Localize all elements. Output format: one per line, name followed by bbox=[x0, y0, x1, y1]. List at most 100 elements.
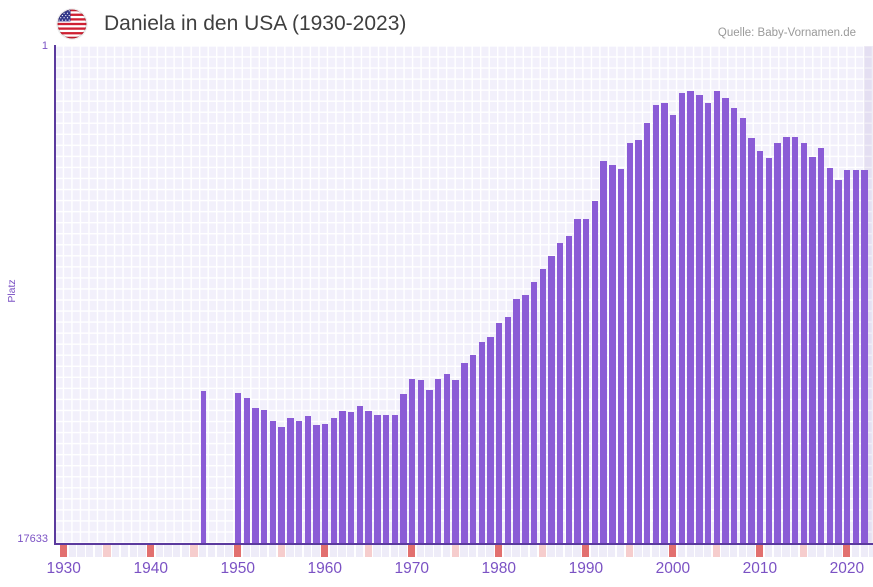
bar[interactable] bbox=[478, 342, 485, 543]
chart-title: Daniela in den USA (1930-2023) bbox=[104, 12, 407, 35]
bar[interactable] bbox=[400, 394, 407, 543]
x-tick-cell bbox=[347, 545, 355, 557]
x-tick-cell bbox=[460, 545, 468, 557]
x-tick-cell bbox=[242, 545, 250, 557]
bar[interactable] bbox=[504, 317, 512, 543]
bar[interactable] bbox=[835, 180, 842, 543]
x-tick-cell bbox=[68, 545, 76, 557]
bar[interactable] bbox=[374, 415, 381, 543]
bar[interactable] bbox=[496, 323, 503, 543]
bar[interactable] bbox=[617, 169, 625, 543]
x-tick-cell bbox=[181, 545, 190, 557]
bar[interactable] bbox=[809, 157, 816, 543]
bar[interactable] bbox=[417, 380, 425, 543]
bar[interactable] bbox=[861, 170, 868, 543]
no-data-shaded-region bbox=[864, 46, 873, 543]
bar[interactable] bbox=[469, 355, 477, 543]
bar[interactable] bbox=[304, 416, 311, 543]
bar[interactable] bbox=[730, 108, 738, 543]
x-tick-cell bbox=[608, 545, 616, 557]
bar[interactable] bbox=[435, 379, 442, 543]
bar[interactable] bbox=[487, 337, 494, 543]
bar[interactable] bbox=[426, 390, 433, 543]
bar[interactable] bbox=[565, 236, 573, 543]
x-axis-tick-label: 2020 bbox=[829, 560, 865, 577]
bar[interactable] bbox=[600, 161, 607, 543]
bar[interactable] bbox=[243, 398, 251, 543]
bar[interactable] bbox=[234, 393, 242, 543]
bar[interactable] bbox=[635, 140, 642, 543]
bar[interactable] bbox=[783, 137, 790, 543]
bar[interactable] bbox=[539, 269, 546, 543]
x-tick-major bbox=[233, 545, 242, 557]
bar[interactable] bbox=[287, 418, 294, 543]
bar[interactable] bbox=[678, 93, 686, 543]
bar[interactable] bbox=[330, 418, 338, 543]
x-tick-major bbox=[669, 545, 677, 557]
bar[interactable] bbox=[348, 412, 355, 543]
bar[interactable] bbox=[791, 137, 799, 543]
bar[interactable] bbox=[713, 91, 720, 543]
bar[interactable] bbox=[661, 103, 668, 543]
x-tick-cell bbox=[660, 545, 668, 557]
bar[interactable] bbox=[704, 103, 712, 543]
bar[interactable] bbox=[765, 158, 773, 543]
bar[interactable] bbox=[356, 406, 364, 543]
bar[interactable] bbox=[391, 415, 398, 543]
bar[interactable] bbox=[757, 151, 764, 543]
bar[interactable] bbox=[652, 105, 660, 543]
bar[interactable] bbox=[522, 295, 529, 543]
bar[interactable] bbox=[748, 138, 755, 543]
bar[interactable] bbox=[826, 168, 834, 543]
bar[interactable] bbox=[513, 299, 520, 543]
bar[interactable] bbox=[530, 282, 538, 543]
bar[interactable] bbox=[443, 374, 451, 543]
bar[interactable] bbox=[844, 170, 851, 543]
bar[interactable] bbox=[556, 243, 564, 543]
bar[interactable] bbox=[321, 424, 329, 543]
x-tick-cell bbox=[616, 545, 625, 557]
bar[interactable] bbox=[461, 363, 468, 543]
bar[interactable] bbox=[252, 408, 259, 543]
x-tick-cell bbox=[94, 545, 103, 557]
bar[interactable] bbox=[591, 201, 599, 543]
bar[interactable] bbox=[548, 256, 555, 543]
bar[interactable] bbox=[382, 415, 390, 543]
bar[interactable] bbox=[774, 143, 781, 543]
bar[interactable] bbox=[583, 219, 590, 543]
bar[interactable] bbox=[687, 91, 694, 543]
x-tick-cell bbox=[225, 545, 233, 557]
bar[interactable] bbox=[817, 148, 825, 543]
bar[interactable] bbox=[574, 219, 581, 543]
x-tick-cell bbox=[155, 545, 163, 557]
bar[interactable] bbox=[722, 98, 729, 543]
bar[interactable] bbox=[269, 421, 277, 543]
bar[interactable] bbox=[278, 427, 285, 543]
plot-area bbox=[55, 46, 873, 543]
bar[interactable] bbox=[339, 411, 346, 543]
x-tick-cell bbox=[747, 545, 755, 557]
bar[interactable] bbox=[670, 115, 677, 543]
bar[interactable] bbox=[313, 425, 320, 543]
x-tick-cell bbox=[425, 545, 433, 557]
bar[interactable] bbox=[295, 421, 303, 543]
bar[interactable] bbox=[739, 118, 747, 543]
bar[interactable] bbox=[609, 165, 616, 543]
bar[interactable] bbox=[408, 379, 416, 543]
bar[interactable] bbox=[452, 380, 459, 543]
x-tick-cell bbox=[164, 545, 172, 557]
bar[interactable] bbox=[643, 123, 651, 543]
x-tick-cell bbox=[477, 545, 485, 557]
bar[interactable] bbox=[200, 391, 206, 543]
bar[interactable] bbox=[800, 143, 807, 543]
x-tick-cell bbox=[303, 545, 311, 557]
bar[interactable] bbox=[852, 170, 860, 543]
bar[interactable] bbox=[365, 411, 372, 543]
bar[interactable] bbox=[626, 143, 633, 543]
bar[interactable] bbox=[261, 410, 268, 543]
x-tick-cell bbox=[764, 545, 773, 557]
x-tick-cell bbox=[564, 545, 572, 557]
x-tick-minor bbox=[277, 545, 285, 557]
x-tick-cell bbox=[77, 545, 85, 557]
bar[interactable] bbox=[696, 95, 703, 543]
